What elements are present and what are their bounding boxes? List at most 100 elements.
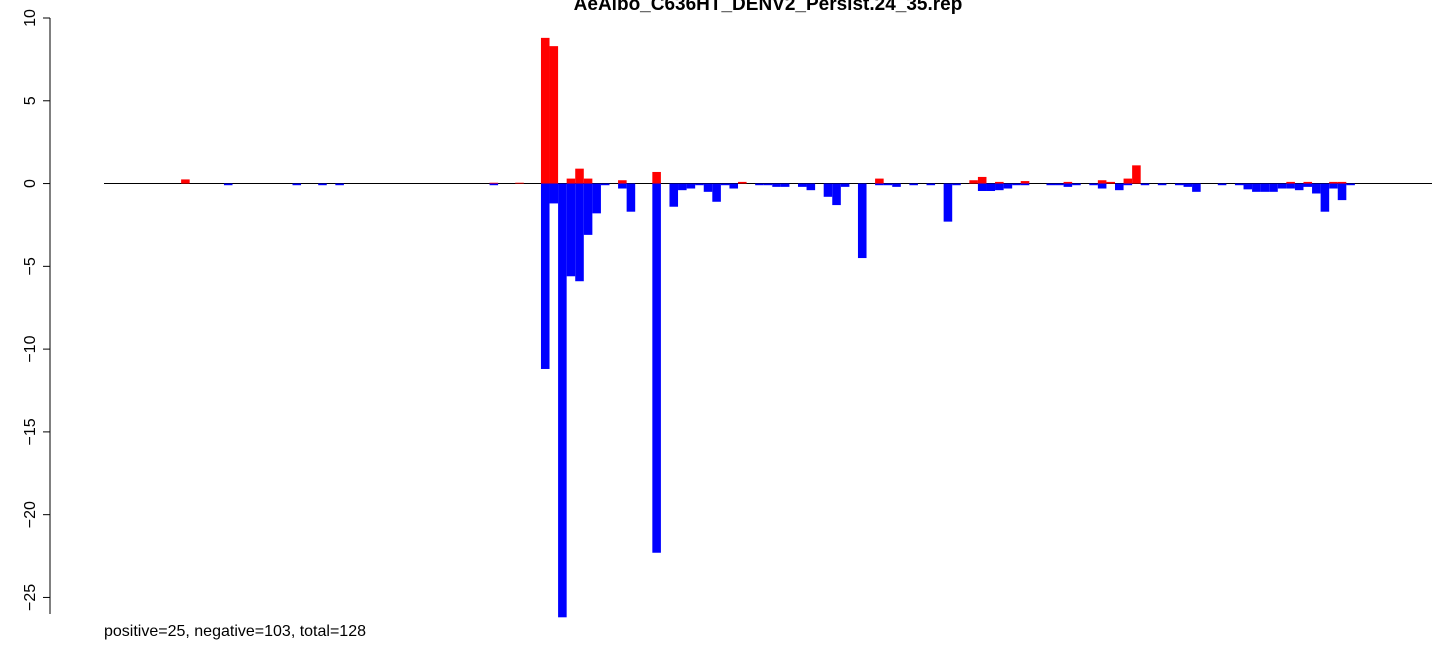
- bar-positive: [969, 180, 978, 184]
- chart-title: AeAlbo_C636HT_DENV2_Persist.24_35.rep: [574, 0, 963, 15]
- bar-positive: [618, 180, 627, 184]
- bar-negative: [1312, 183, 1321, 194]
- bar-negative: [1123, 183, 1133, 186]
- bar-negative: [540, 183, 550, 369]
- bar-negative: [1329, 183, 1338, 189]
- bar-negative: [892, 183, 901, 187]
- bar-negative: [558, 183, 567, 618]
- bar-positive: [1303, 181, 1313, 184]
- bar-negative: [1243, 183, 1253, 190]
- bar-negative: [1012, 183, 1021, 186]
- bar-positive: [515, 182, 524, 184]
- bar-positive: [1286, 181, 1295, 184]
- bar-negative: [952, 183, 961, 186]
- bar-positive: [489, 182, 499, 184]
- bar-negative: [1277, 183, 1287, 189]
- bar-negative: [686, 183, 696, 189]
- bar-negative: [1320, 183, 1330, 212]
- bar-negative: [712, 183, 721, 202]
- bar-negative: [1174, 183, 1184, 186]
- bar-positive: [738, 181, 747, 184]
- bar-negative: [1286, 183, 1295, 189]
- bar-negative: [857, 183, 867, 259]
- bar-negative: [1089, 183, 1098, 186]
- bar-negative: [618, 183, 627, 189]
- bar-negative: [1183, 183, 1193, 187]
- y-tick-label: −15: [22, 418, 39, 445]
- bar-negative: [583, 183, 593, 235]
- bar-negative: [1063, 183, 1073, 187]
- bar-negative: [1260, 183, 1270, 192]
- bar-positive: [575, 168, 584, 184]
- bar-positive: [540, 37, 550, 184]
- y-axis: 10 5 0 −5 −10 −15 −20 −25: [22, 9, 51, 614]
- y-tick-label: −10: [22, 335, 39, 362]
- y-tick-label: 5: [22, 96, 39, 105]
- bar-positive: [1329, 181, 1338, 184]
- bar-negative: [909, 183, 918, 186]
- bar-negative: [1157, 183, 1167, 186]
- bar-negative: [489, 183, 499, 186]
- bar-negative: [729, 183, 739, 189]
- y-tick-label: −5: [22, 257, 39, 275]
- bar-positive: [1063, 181, 1073, 184]
- bar-negative: [292, 183, 302, 186]
- bar-negative: [1337, 183, 1347, 201]
- bar-negative: [652, 183, 661, 553]
- bar-positive: [1106, 181, 1115, 184]
- bar-negative: [780, 183, 790, 187]
- y-tick-label: 10: [22, 9, 39, 27]
- bar-negative: [669, 183, 679, 207]
- bar-negative: [720, 183, 730, 186]
- bar-negative: [875, 183, 884, 186]
- bar-negative: [926, 183, 936, 186]
- bar-negative: [840, 183, 850, 187]
- bar-negative: [1294, 183, 1304, 191]
- bar-positive: [1337, 181, 1347, 184]
- bar-negative: [1303, 183, 1313, 187]
- bar-negative: [1046, 183, 1056, 186]
- bar-negative: [695, 183, 704, 186]
- bar-negative: [772, 183, 781, 187]
- bar-negative: [1346, 183, 1355, 186]
- bar-positive: [1132, 165, 1141, 184]
- bar-negative: [1003, 183, 1013, 189]
- bar-negative: [575, 183, 584, 282]
- bars: [181, 37, 1355, 618]
- bar-positive: [1123, 178, 1133, 184]
- bar-negative: [223, 183, 233, 186]
- bar-positive: [181, 179, 190, 184]
- bar-negative: [1217, 183, 1227, 186]
- bar-negative: [1097, 183, 1107, 189]
- bar-negative: [806, 183, 816, 191]
- bar-negative: [703, 183, 713, 192]
- bar-negative: [763, 183, 773, 186]
- bar-negative: [755, 183, 764, 186]
- bar-negative: [832, 183, 841, 206]
- bar-negative: [600, 183, 610, 186]
- bar-positive: [875, 178, 884, 184]
- bar-positive: [995, 181, 1004, 184]
- summary-annotation: positive=25, negative=103, total=128: [104, 623, 366, 640]
- bar-negative: [318, 183, 327, 186]
- bar-positive: [566, 178, 576, 184]
- y-tick-label: −20: [22, 501, 39, 528]
- bar-negative: [678, 183, 687, 191]
- bar-negative: [1055, 183, 1064, 186]
- bar-negative: [1252, 183, 1261, 192]
- bar-negative: [1234, 183, 1244, 186]
- bar-negative: [943, 183, 953, 222]
- bar-positive: [977, 176, 987, 184]
- bar-negative: [1269, 183, 1278, 192]
- bar-negative: [797, 183, 807, 187]
- bar-negative: [549, 183, 559, 204]
- bar-negative: [1192, 183, 1201, 192]
- bar-negative: [1140, 183, 1150, 186]
- bar-negative: [566, 183, 576, 277]
- bar-negative: [883, 183, 893, 186]
- bar-negative: [1020, 183, 1030, 186]
- bar-negative: [986, 183, 996, 192]
- bar-negative: [1072, 183, 1081, 186]
- bar-positive: [583, 178, 593, 184]
